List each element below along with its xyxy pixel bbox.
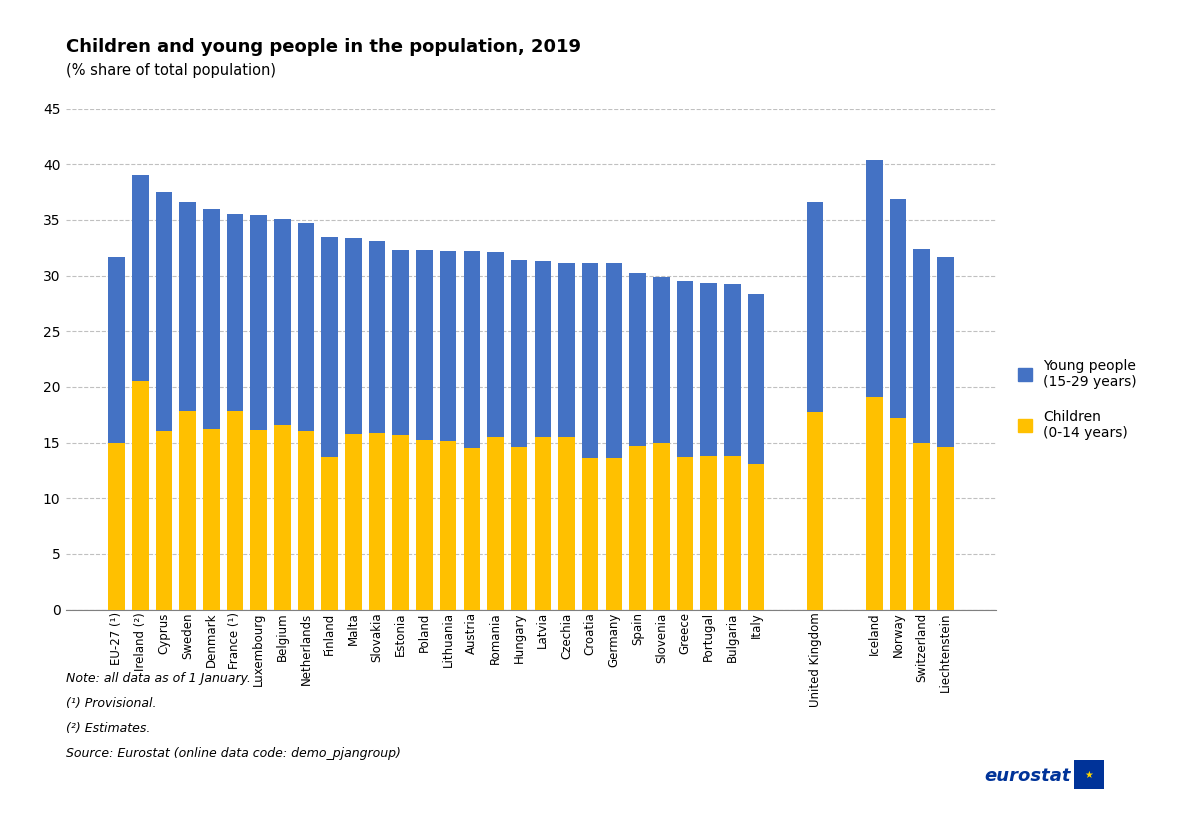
Bar — [440, 251, 456, 442]
Bar — [368, 241, 385, 433]
Bar — [298, 432, 314, 610]
Bar — [677, 281, 694, 457]
Bar — [724, 285, 740, 456]
Bar — [108, 443, 125, 610]
Bar — [251, 215, 266, 430]
Bar — [511, 447, 528, 610]
Bar — [558, 437, 575, 610]
Bar — [203, 209, 220, 429]
Bar — [274, 219, 290, 425]
Bar — [582, 458, 599, 610]
Bar — [346, 433, 361, 610]
Bar — [179, 202, 196, 412]
Bar — [108, 256, 125, 443]
Bar — [322, 457, 338, 610]
Bar — [392, 435, 409, 610]
Text: eurostat: eurostat — [984, 767, 1070, 785]
Bar — [866, 159, 883, 397]
Bar — [487, 252, 504, 437]
Bar — [748, 295, 764, 463]
Bar — [511, 260, 528, 447]
Bar — [701, 456, 716, 610]
Bar — [913, 443, 930, 610]
Bar — [629, 446, 646, 610]
Bar — [156, 432, 173, 610]
Bar — [653, 276, 670, 443]
Bar — [937, 447, 954, 610]
Bar — [889, 418, 906, 610]
Bar — [487, 437, 504, 610]
Bar — [806, 412, 823, 610]
Bar — [724, 456, 740, 610]
Bar — [534, 261, 551, 437]
Bar — [937, 256, 954, 447]
Bar — [463, 448, 480, 610]
Bar — [156, 192, 173, 432]
Text: (% share of total population): (% share of total population) — [66, 63, 276, 78]
Bar — [582, 263, 599, 458]
Text: (¹) Provisional.: (¹) Provisional. — [66, 697, 156, 711]
Text: Children and young people in the population, 2019: Children and young people in the populat… — [66, 38, 581, 56]
Bar — [440, 442, 456, 610]
Bar — [913, 249, 930, 443]
Bar — [274, 425, 290, 610]
Bar — [203, 429, 220, 610]
Bar — [227, 412, 244, 610]
Bar — [251, 430, 266, 610]
Bar — [298, 223, 314, 432]
Bar — [748, 463, 764, 610]
Bar — [606, 263, 622, 458]
Bar — [179, 412, 196, 610]
Bar — [132, 175, 149, 382]
Bar — [629, 273, 646, 446]
Bar — [416, 250, 433, 440]
Bar — [416, 440, 433, 610]
Bar — [346, 238, 361, 433]
Bar — [534, 437, 551, 610]
Bar — [368, 433, 385, 610]
Legend: Young people
(15-29 years), Children
(0-14 years): Young people (15-29 years), Children (0-… — [1013, 353, 1142, 445]
Bar — [322, 236, 338, 457]
Text: ★: ★ — [1085, 770, 1093, 779]
Bar — [227, 215, 244, 412]
Bar — [463, 251, 480, 448]
Bar — [806, 202, 823, 412]
Bar — [392, 250, 409, 435]
Bar — [677, 457, 694, 610]
Text: Source: Eurostat (online data code: demo_pjangroup): Source: Eurostat (online data code: demo… — [66, 747, 401, 761]
Bar — [653, 443, 670, 610]
Bar — [701, 283, 716, 456]
Bar — [558, 263, 575, 437]
Bar — [889, 199, 906, 418]
Bar — [132, 382, 149, 610]
Text: Note: all data as of 1 January.: Note: all data as of 1 January. — [66, 672, 251, 686]
Bar — [606, 458, 622, 610]
Bar — [866, 397, 883, 610]
Text: (²) Estimates.: (²) Estimates. — [66, 722, 150, 736]
